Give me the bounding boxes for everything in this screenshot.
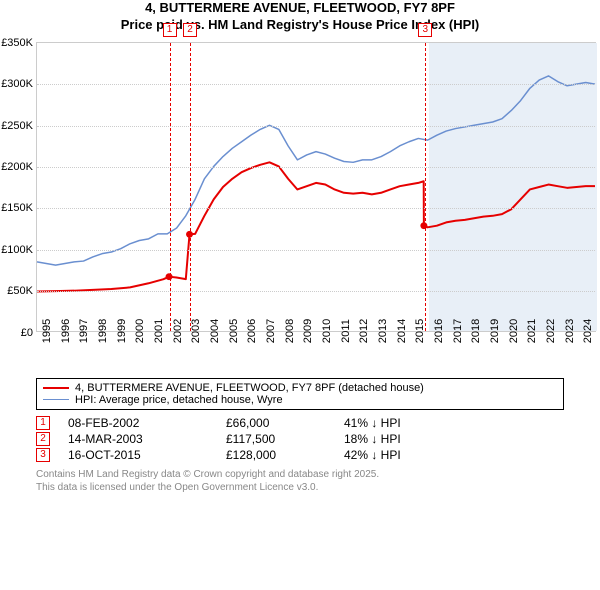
x-tick-label: 2021 bbox=[522, 319, 538, 343]
series-marker bbox=[420, 222, 427, 229]
x-tick-label: 2015 bbox=[410, 319, 426, 343]
sale-vline-label: 3 bbox=[418, 23, 432, 37]
gridline bbox=[37, 208, 595, 209]
sale-date: 08-FEB-2002 bbox=[68, 416, 208, 430]
sale-vline bbox=[190, 43, 191, 331]
y-tick-label: £300K bbox=[1, 78, 37, 90]
sale-row: 3 16-OCT-2015 £128,000 42% ↓ HPI bbox=[36, 448, 564, 462]
legend-item: 4, BUTTERMERE AVENUE, FLEETWOOD, FY7 8PF… bbox=[43, 382, 557, 394]
y-tick-label: £0 bbox=[21, 327, 37, 339]
x-tick-label: 2020 bbox=[504, 319, 520, 343]
legend-swatch bbox=[43, 399, 69, 400]
sale-vline-label: 1 bbox=[163, 23, 177, 37]
legend-item: HPI: Average price, detached house, Wyre bbox=[43, 394, 557, 406]
x-tick-label: 2001 bbox=[149, 319, 165, 343]
sale-row: 2 14-MAR-2003 £117,500 18% ↓ HPI bbox=[36, 432, 564, 446]
sale-row: 1 08-FEB-2002 £66,000 41% ↓ HPI bbox=[36, 416, 564, 430]
sale-date: 16-OCT-2015 bbox=[68, 448, 208, 462]
sale-price: £117,500 bbox=[226, 432, 326, 446]
sale-vline bbox=[425, 43, 426, 331]
gridline bbox=[37, 84, 595, 85]
y-tick-label: £150K bbox=[1, 202, 37, 214]
x-tick-label: 2023 bbox=[560, 319, 576, 343]
chart-wrap: £0£50K£100K£150K£200K£250K£300K£350K1995… bbox=[0, 42, 600, 332]
series-line bbox=[37, 162, 595, 291]
title-line-2: Price paid vs. HM Land Registry's House … bbox=[0, 17, 600, 34]
sale-diff: 18% ↓ HPI bbox=[344, 432, 464, 446]
x-tick-label: 1998 bbox=[93, 319, 109, 343]
x-tick-label: 1997 bbox=[74, 319, 90, 343]
x-tick-label: 2009 bbox=[298, 319, 314, 343]
series-line bbox=[37, 76, 595, 265]
attribution-line-2: This data is licensed under the Open Gov… bbox=[36, 481, 564, 494]
x-tick-label: 2019 bbox=[485, 319, 501, 343]
x-tick-label: 1996 bbox=[56, 319, 72, 343]
x-tick-label: 2016 bbox=[429, 319, 445, 343]
legend-box: 4, BUTTERMERE AVENUE, FLEETWOOD, FY7 8PF… bbox=[36, 378, 564, 410]
attribution: Contains HM Land Registry data © Crown c… bbox=[36, 468, 564, 494]
sale-vline bbox=[170, 43, 171, 331]
x-tick-label: 2013 bbox=[373, 319, 389, 343]
sale-date: 14-MAR-2003 bbox=[68, 432, 208, 446]
sale-diff: 42% ↓ HPI bbox=[344, 448, 464, 462]
x-tick-label: 2008 bbox=[280, 319, 296, 343]
gridline bbox=[37, 291, 595, 292]
x-tick-label: 2003 bbox=[186, 319, 202, 343]
x-tick-label: 2017 bbox=[448, 319, 464, 343]
x-tick-label: 1999 bbox=[112, 319, 128, 343]
x-tick-label: 2005 bbox=[224, 319, 240, 343]
sales-block: 1 08-FEB-2002 £66,000 41% ↓ HPI 2 14-MAR-2003… bbox=[0, 416, 600, 462]
sale-vline-label: 2 bbox=[183, 23, 197, 37]
legend-swatch bbox=[43, 387, 69, 389]
x-tick-label: 2006 bbox=[242, 319, 258, 343]
title-line-1: 4, BUTTERMERE AVENUE, FLEETWOOD, FY7 8PF bbox=[0, 0, 600, 17]
x-tick-label: 2004 bbox=[205, 319, 221, 343]
x-tick-label: 2018 bbox=[466, 319, 482, 343]
y-tick-label: £100K bbox=[1, 244, 37, 256]
y-tick-label: £200K bbox=[1, 161, 37, 173]
x-tick-label: 2010 bbox=[317, 319, 333, 343]
x-tick-label: 2007 bbox=[261, 319, 277, 343]
chart-title: 4, BUTTERMERE AVENUE, FLEETWOOD, FY7 8PF… bbox=[0, 0, 600, 34]
legend-label: 4, BUTTERMERE AVENUE, FLEETWOOD, FY7 8PF… bbox=[75, 382, 424, 394]
gridline bbox=[37, 167, 595, 168]
sale-price: £66,000 bbox=[226, 416, 326, 430]
chart-area: £0£50K£100K£150K£200K£250K£300K£350K1995… bbox=[36, 42, 596, 332]
x-tick-label: 2024 bbox=[578, 319, 594, 343]
attribution-line-1: Contains HM Land Registry data © Crown c… bbox=[36, 468, 564, 481]
gridline bbox=[37, 126, 595, 127]
chart-svg bbox=[37, 43, 595, 331]
sale-price: £128,000 bbox=[226, 448, 326, 462]
x-tick-label: 1995 bbox=[37, 319, 53, 343]
gridline bbox=[37, 250, 595, 251]
x-tick-label: 2000 bbox=[130, 319, 146, 343]
sale-index-box: 2 bbox=[36, 432, 50, 446]
y-tick-label: £350K bbox=[1, 37, 37, 49]
y-tick-label: £50K bbox=[7, 285, 37, 297]
sale-index-box: 1 bbox=[36, 416, 50, 430]
sale-diff: 41% ↓ HPI bbox=[344, 416, 464, 430]
sale-index-box: 3 bbox=[36, 448, 50, 462]
y-tick-label: £250K bbox=[1, 120, 37, 132]
legend-label: HPI: Average price, detached house, Wyre bbox=[75, 394, 283, 406]
x-tick-label: 2011 bbox=[336, 319, 352, 343]
x-tick-label: 2022 bbox=[541, 319, 557, 343]
x-tick-label: 2014 bbox=[392, 319, 408, 343]
x-tick-label: 2012 bbox=[354, 319, 370, 343]
